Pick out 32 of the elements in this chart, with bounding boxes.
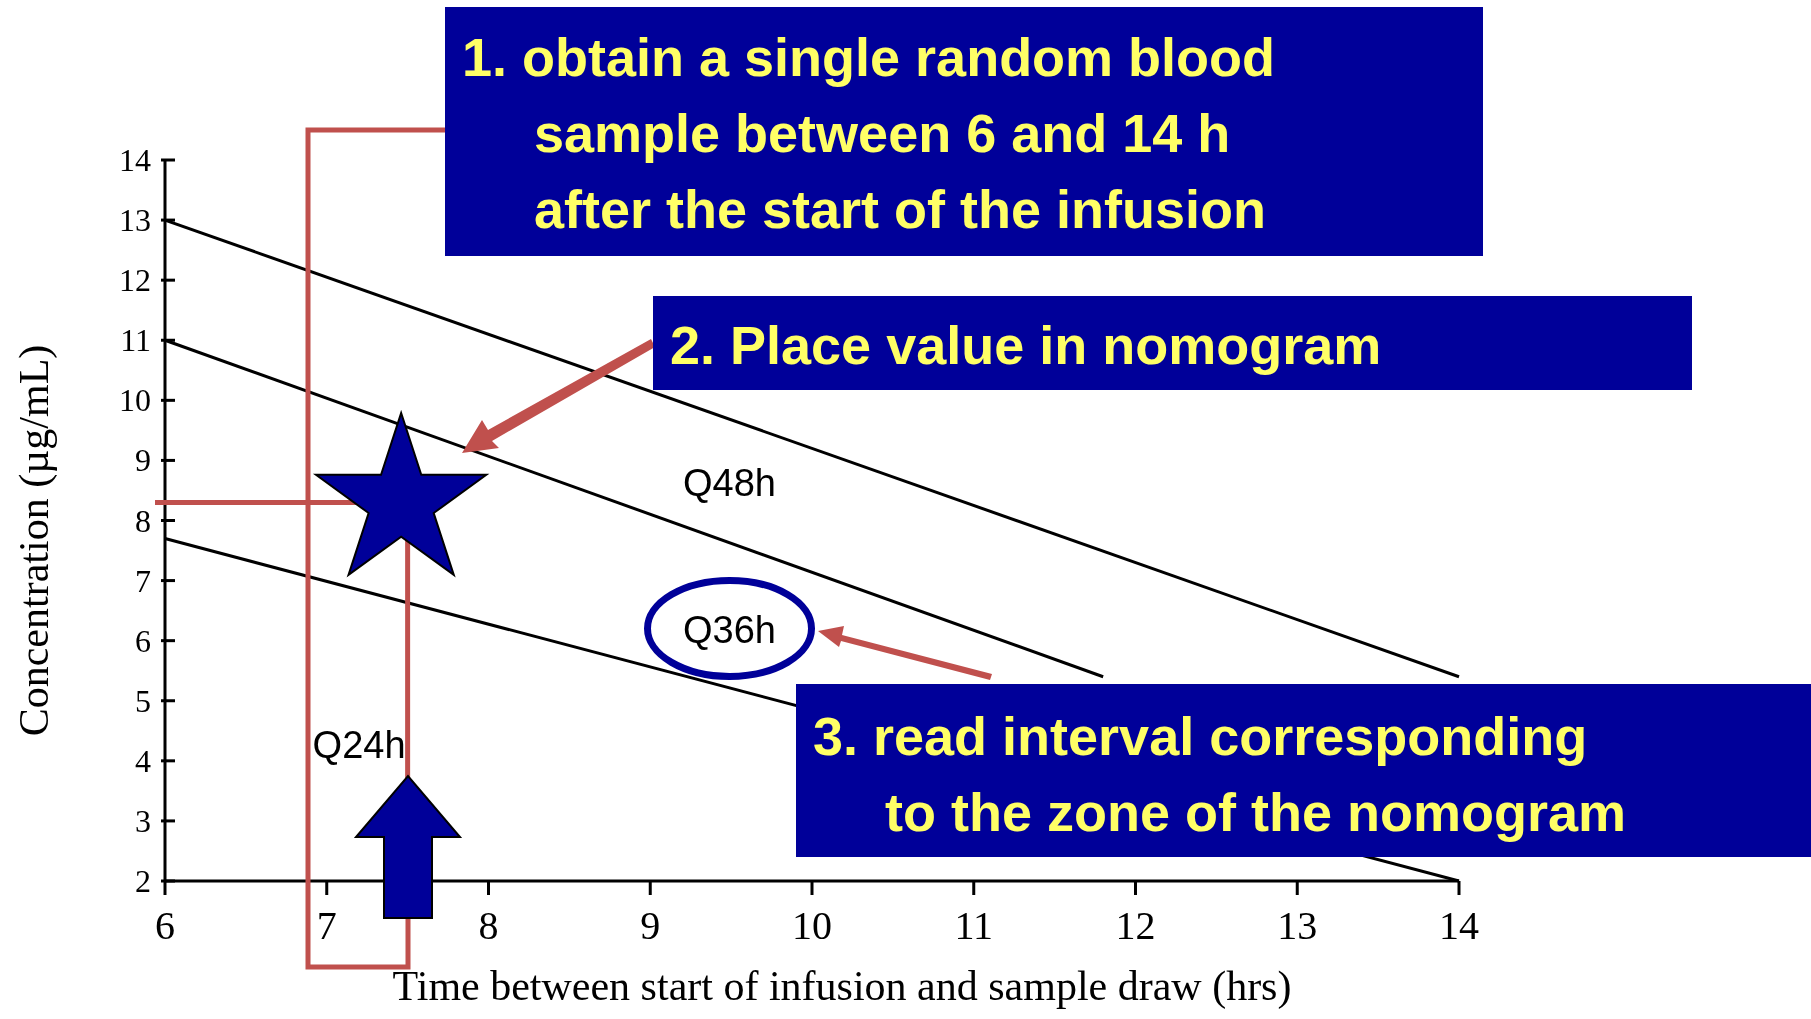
annotation: 2. Place value in nomogram [670, 315, 1382, 375]
annotation: 3. read interval corresponding to the zone of the nomogram [813, 706, 1626, 842]
y-tick-label: 2 [135, 863, 151, 899]
x-tick-label: 11 [954, 903, 994, 948]
y-axis-title: Concentration (µg/mL) [11, 344, 58, 737]
annotation: Q24h [312, 723, 406, 766]
x-tick-label: 7 [316, 903, 337, 948]
y-tick-label: 3 [135, 802, 151, 839]
y-tick-label: 4 [135, 742, 151, 779]
y-tick-label: 5 [135, 682, 151, 719]
annotation: 1. obtain a single random blood sample between 6 and 14 h after the start of the infusion [462, 27, 1276, 239]
x-tick-label: 14 [1439, 903, 1479, 948]
x-tick-label: 8 [478, 903, 499, 948]
y-tick-label: 13 [119, 202, 151, 239]
x-axis-title: Time between start of infusion and sample draw (hrs) [392, 963, 1292, 1010]
x-tick-label: 12 [1115, 903, 1156, 948]
y-tick-label: 7 [135, 562, 151, 599]
annotation: Q48h [683, 461, 776, 504]
x-tick-label: 9 [640, 903, 661, 948]
y-tick-label: 11 [120, 322, 151, 359]
x-tick-label: 13 [1277, 903, 1318, 948]
y-tick-label: 10 [119, 382, 151, 419]
callout-box: 1. obtain a single random blood sample between 6 and 14 h after the start of the infusion [445, 7, 1483, 256]
callout-box: 3. read interval corresponding to the zone of the nomogram [796, 684, 1811, 857]
y-tick-label: 8 [135, 502, 151, 539]
y-tick-label: 9 [135, 442, 151, 479]
x-tick-label: 10 [792, 903, 832, 948]
y-tick-label: 14 [119, 142, 151, 178]
annotation: Q36h [683, 609, 776, 652]
y-tick-label: 12 [119, 262, 151, 299]
y-tick-label: 6 [135, 622, 151, 659]
callout-box: 2. Place value in nomogram [653, 296, 1692, 390]
